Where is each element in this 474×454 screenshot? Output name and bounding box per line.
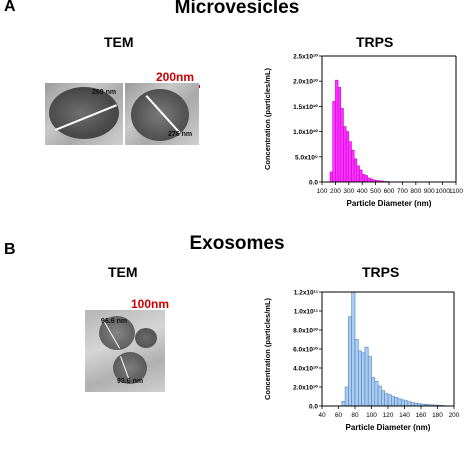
histogram-bar bbox=[348, 316, 353, 407]
x-tick-label: 500 bbox=[370, 188, 381, 195]
exosome bbox=[135, 328, 157, 348]
x-tick-label: 40 bbox=[318, 412, 326, 419]
x-tick-label: 180 bbox=[432, 412, 443, 419]
panel-letter-b: B bbox=[4, 241, 16, 258]
histogram-bar bbox=[335, 79, 339, 183]
panel-b-tem-image bbox=[85, 310, 165, 392]
y-tick-label: 2.0x10¹⁰ bbox=[293, 79, 318, 86]
histogram-bar bbox=[407, 401, 412, 407]
x-tick-label: 100 bbox=[366, 412, 377, 419]
panel-a-scale-bar-label: 200nm bbox=[156, 70, 195, 84]
histogram-bar bbox=[353, 158, 358, 183]
histogram-bar bbox=[343, 126, 347, 183]
histogram-bar bbox=[367, 177, 371, 183]
x-tick-label: 80 bbox=[351, 412, 359, 419]
histogram-bar bbox=[351, 291, 356, 407]
x-tick-label: 60 bbox=[335, 412, 343, 419]
y-axis-label: Concentration (particles/mL) bbox=[263, 297, 272, 400]
histogram-bar bbox=[337, 86, 342, 183]
histogram-bar bbox=[345, 131, 350, 183]
panel-a-chart-group: 100 200 300 400 500 600 700 800 900 1000 1100 0.0 5.… bbox=[263, 54, 463, 209]
x-tick-label: 300 bbox=[343, 188, 354, 195]
panel-b-trps-label: TRPS bbox=[362, 264, 400, 280]
y-tick-label: 1.0x10¹⁰ bbox=[293, 129, 318, 136]
y-tick-label: 2.0x10¹⁰ bbox=[293, 385, 318, 392]
histogram-bar bbox=[348, 141, 352, 183]
panel-a-tem-label: TEM bbox=[104, 34, 134, 50]
panel-a-tem-image-left bbox=[45, 83, 123, 145]
panel-a-trps-chart: 100 200 300 400 500 600 700 800 900 1000 1100 0.0 5.… bbox=[263, 54, 463, 209]
x-tick-label: 800 bbox=[410, 188, 421, 195]
x-tick-label: 600 bbox=[384, 188, 395, 195]
x-tick-label: 160 bbox=[416, 412, 427, 419]
histogram-bar bbox=[361, 352, 366, 407]
histogram-bar bbox=[377, 385, 382, 407]
panel-b-measurement-2: 93.6 nm bbox=[117, 378, 144, 385]
y-tick-label: 1.2x10¹¹ bbox=[294, 290, 318, 297]
exosome bbox=[113, 352, 147, 384]
x-tick-label: 200 bbox=[330, 188, 341, 195]
y-tick-label: 4.0x10¹⁰ bbox=[293, 366, 318, 373]
histogram-bar bbox=[400, 399, 405, 407]
histogram-bar bbox=[356, 165, 360, 183]
y-tick-label: 6.0x10¹⁰ bbox=[293, 347, 318, 354]
panel-b-measurement-1: 96.6 nm bbox=[101, 318, 128, 325]
x-tick-label: 1100 bbox=[449, 188, 463, 195]
x-axis-label: Particle Diameter (nm) bbox=[347, 199, 432, 208]
panel-a-title: Microvesicles bbox=[174, 0, 300, 18]
x-tick-label: 400 bbox=[357, 188, 368, 195]
histogram-bar bbox=[351, 149, 355, 183]
panel-b-title: Exosomes bbox=[189, 233, 285, 254]
x-tick-label: 120 bbox=[383, 412, 394, 419]
histogram-bar bbox=[359, 169, 363, 183]
y-tick-label: 5.0x10⁹ bbox=[295, 154, 318, 161]
histogram-bar bbox=[364, 175, 368, 183]
x-axis-label: Particle Diameter (nm) bbox=[346, 423, 431, 432]
x-tick-label: 140 bbox=[399, 412, 410, 419]
histogram-bar bbox=[332, 101, 336, 183]
y-tick-label: 0.0 bbox=[309, 180, 318, 187]
y-tick-label: 8.0x10¹⁰ bbox=[293, 328, 318, 335]
panel-b-tem-label: TEM bbox=[108, 264, 138, 280]
y-tick-label: 0.0 bbox=[309, 404, 318, 411]
histogram-bar bbox=[384, 393, 389, 407]
histogram-bar bbox=[374, 381, 379, 407]
histogram-bar bbox=[361, 174, 366, 183]
y-axis-label: Concentration (particles/mL) bbox=[263, 67, 272, 170]
histogram-bar bbox=[397, 398, 402, 407]
x-tick-label: 1000 bbox=[435, 188, 450, 195]
histogram-bar bbox=[404, 400, 409, 407]
histogram-bar bbox=[394, 397, 399, 407]
y-tick-label: 1.0x10¹¹ bbox=[294, 309, 318, 316]
histogram-bar bbox=[358, 350, 362, 407]
panel-a-tem-image-right bbox=[125, 83, 199, 145]
y-tick-label: 2.5x10¹⁰ bbox=[293, 54, 318, 61]
panel-a-trps-label: TRPS bbox=[356, 34, 394, 50]
panel-a-measurement-1: 269 nm bbox=[92, 89, 117, 96]
x-tick-label: 900 bbox=[424, 188, 435, 195]
panel-letter-a: A bbox=[4, 0, 16, 15]
y-tick-label: 1.5x10¹⁰ bbox=[293, 104, 318, 111]
histogram-bar bbox=[340, 108, 344, 183]
histogram-bar bbox=[364, 346, 369, 407]
microvesicle bbox=[49, 87, 119, 139]
panel-b-trps-chart: 40 60 80 100 120 140 160 180 200 0.0 2.0x10¹⁰ 4.0x1… bbox=[263, 290, 460, 433]
histogram-bar bbox=[341, 400, 346, 407]
histogram-bar bbox=[387, 394, 392, 407]
x-tick-label: 700 bbox=[397, 188, 408, 195]
histogram-bar bbox=[329, 171, 334, 183]
histogram-bar bbox=[371, 377, 376, 407]
histogram-bar bbox=[381, 390, 386, 407]
histogram-bar bbox=[367, 356, 372, 407]
panel-b-scale-bar-label: 100nm bbox=[131, 297, 170, 311]
x-tick-label: 100 bbox=[317, 188, 328, 195]
panel-b-chart-group: 40 60 80 100 120 140 160 180 200 0.0 2.0x10¹⁰ 4.0x1… bbox=[263, 290, 460, 433]
x-tick-label: 200 bbox=[449, 412, 460, 419]
panel-a-measurement-2: 276 nm bbox=[168, 131, 193, 138]
histogram-bar bbox=[354, 339, 359, 407]
histogram-bar bbox=[344, 386, 349, 407]
histogram-bar bbox=[391, 396, 395, 407]
